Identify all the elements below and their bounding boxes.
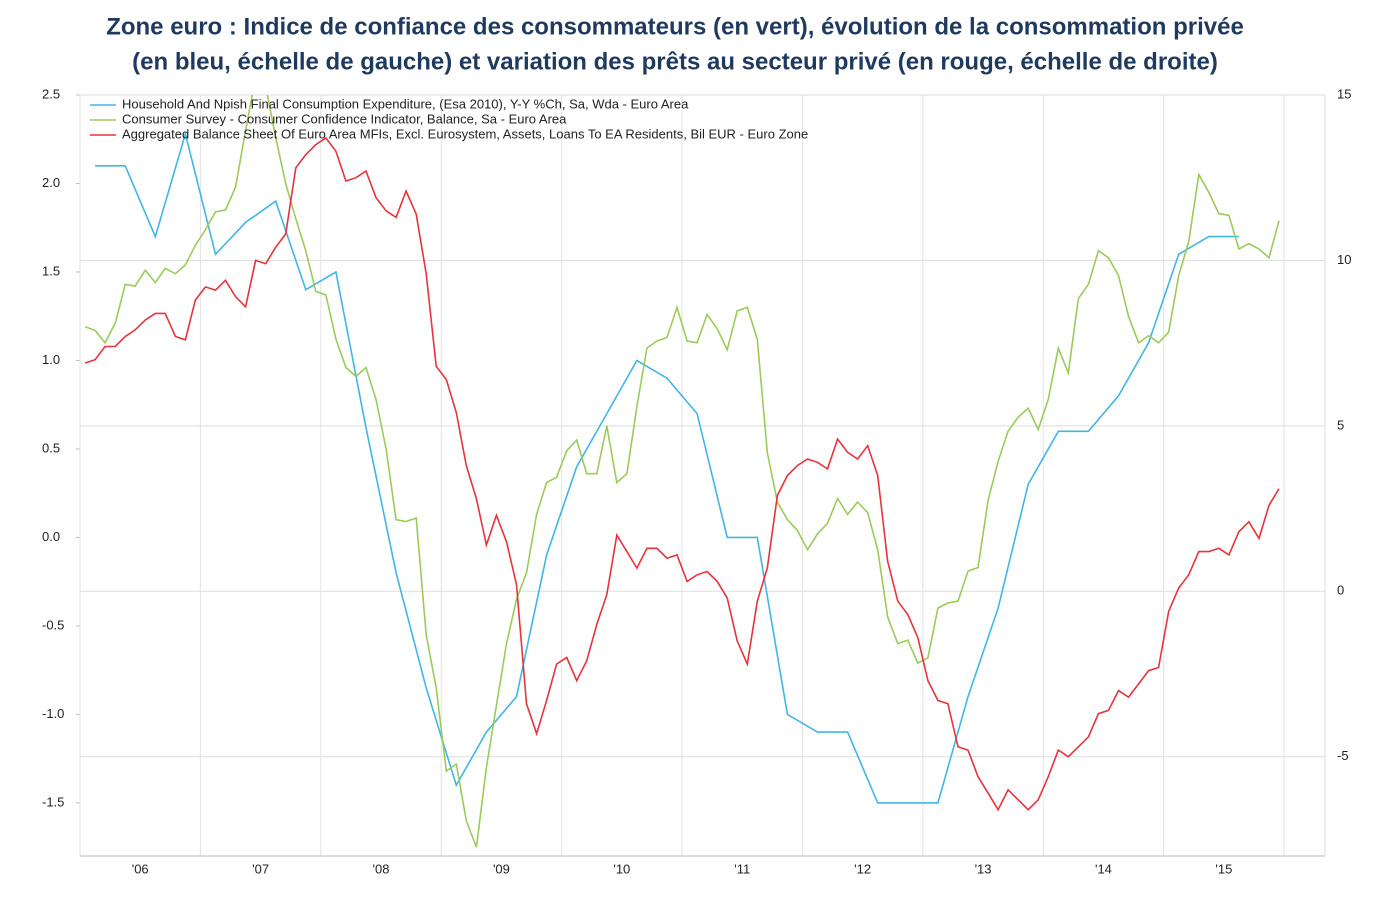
y2-tick-label: 10 [1337,252,1351,267]
x-tick-label: '11 [734,861,750,876]
chart-title: (en bleu, échelle de gauche) et variatio… [132,48,1218,75]
y-tick-label: -0.5 [42,617,64,632]
x-tick-label: '07 [252,861,269,876]
x-tick-label: '12 [854,861,871,876]
x-tick-label: '08 [373,861,390,876]
series-line [84,136,1280,812]
y-tick-label: 2.5 [42,86,60,101]
series-line [95,130,1239,804]
x-tick-label: '06 [132,861,149,876]
x-tick-label: '15 [1215,861,1232,876]
y2-tick-label: 15 [1337,86,1351,101]
y2-tick-label: 0 [1337,583,1344,598]
y-tick-label: 1.5 [42,263,60,278]
plot-area [84,95,1280,848]
y2-tick-label: 5 [1337,417,1344,432]
y-tick-label: 0.0 [42,529,60,544]
x-tick-label: '13 [975,861,992,876]
y-tick-label: -1.5 [42,794,64,809]
x-tick-label: '09 [493,861,510,876]
x-tick-label: '14 [1095,861,1112,876]
y-tick-label: -1.0 [42,706,64,721]
legend-label: Aggregated Balance Sheet Of Euro Area MF… [122,126,808,141]
y-tick-label: 1.0 [42,352,60,367]
x-tick-label: '10 [613,861,630,876]
legend-label: Household And Npish Final Consumption Ex… [122,96,689,111]
legend-label: Consumer Survey - Consumer Confidence In… [122,111,567,126]
y-tick-label: 2.0 [42,175,60,190]
y-tick-label: 0.5 [42,440,60,455]
series-line [84,95,1280,848]
y2-tick-label: -5 [1337,748,1349,763]
chart-title: Zone euro : Indice de confiance des cons… [106,13,1244,40]
